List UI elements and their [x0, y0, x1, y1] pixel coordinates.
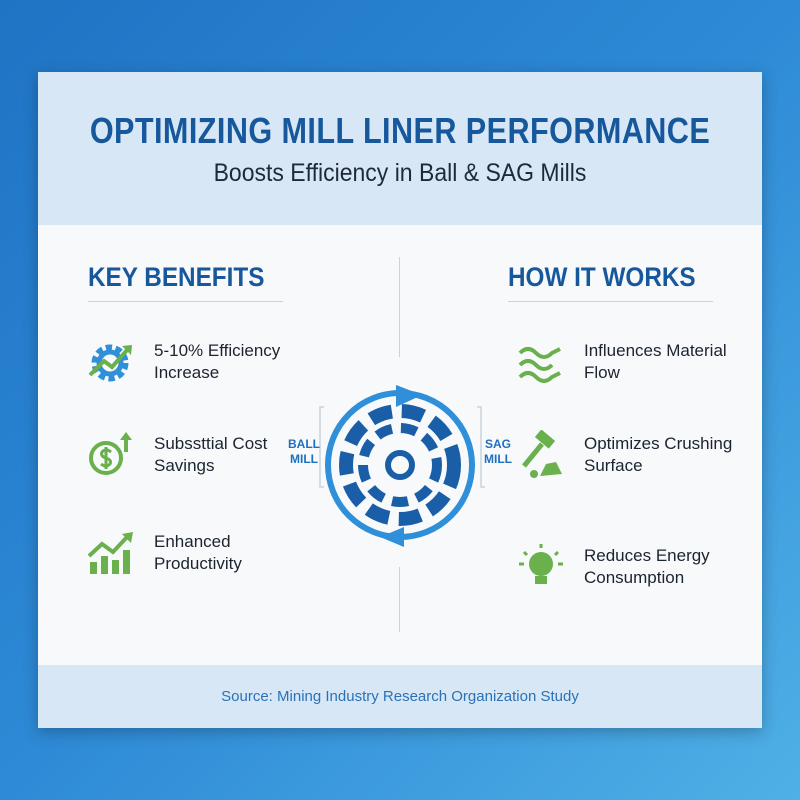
benefit-item: 5-10% Efficiency Increase	[86, 337, 280, 387]
benefit-label: Enhanced	[154, 532, 231, 551]
label: MILL	[290, 452, 318, 466]
bracket	[319, 406, 324, 488]
benefit-item: Enhanced Productivity	[86, 528, 242, 578]
page-subtitle: Boosts Efficiency in Ball & SAG Mills	[213, 159, 587, 187]
label: BALL	[288, 437, 320, 451]
sag-mill-label: SAG MILL	[484, 437, 512, 467]
ball-mill-label: BALL MILL	[288, 437, 320, 467]
benefit-label: Productivity	[154, 554, 242, 573]
benefit-label: Savings	[154, 456, 215, 475]
how-label: Optimizes Crushing	[584, 434, 733, 453]
how-label: Consumption	[584, 568, 685, 587]
rotation-arrow-icon	[380, 527, 404, 547]
how-label: Reduces Energy	[584, 546, 710, 565]
benefit-label: 5-10% Efficiency	[154, 341, 281, 360]
lightbulb-icon	[519, 544, 563, 584]
liner-segments	[339, 404, 461, 526]
gear-trend-icon	[88, 344, 132, 382]
header-band: OPTIMIZING MILL LINER PERFORMANCE Boosts…	[38, 72, 762, 225]
how-label: Surface	[584, 456, 643, 475]
footer-band: Source: Mining Industry Research Organiz…	[38, 665, 762, 728]
divider	[88, 301, 283, 302]
label: SAG	[484, 437, 511, 451]
how-label: Influences Material	[584, 341, 727, 360]
how-label: Flow	[584, 363, 620, 382]
how-item: Reduces Energy Consumption	[516, 542, 710, 592]
divider	[508, 301, 713, 302]
how-item: Influences Material Flow	[516, 337, 727, 387]
divider	[399, 257, 400, 357]
bracket	[477, 406, 485, 488]
dollar-up-icon	[89, 432, 132, 475]
page-title: OPTIMIZING MILL LINER PERFORMANCE	[89, 110, 711, 151]
benefit-label: Subssttial Cost	[154, 434, 268, 453]
how-item: Optimizes Crushing Surface	[516, 430, 732, 480]
benefit-label: Increase	[154, 363, 220, 382]
how-it-works-heading: HOW IT WORKS	[508, 262, 696, 292]
source-text: Source: Mining Industry Research Organiz…	[221, 688, 579, 705]
bar-chart-up-icon	[87, 532, 133, 574]
infographic-card: OPTIMIZING MILL LINER PERFORMANCE Boosts…	[38, 72, 762, 728]
benefit-item: Subssttial Cost Savings	[86, 430, 267, 480]
key-benefits-heading: KEY BENEFITS	[88, 262, 265, 292]
divider	[399, 567, 400, 632]
flow-waves-icon	[518, 347, 561, 383]
mill-liner-diagram	[319, 385, 485, 547]
hammer-rock-icon	[522, 430, 562, 478]
rotation-arrow-icon	[396, 385, 422, 407]
label: MILL	[484, 452, 512, 466]
